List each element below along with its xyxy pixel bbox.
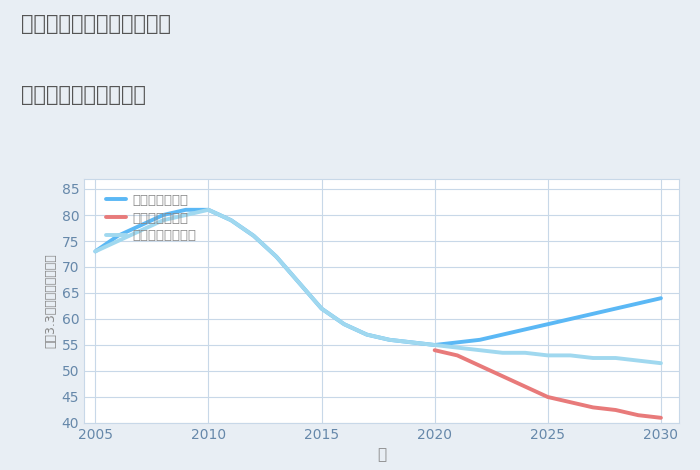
ノーマルシナリオ [521,350,529,356]
ノーマルシナリオ [476,347,484,353]
Line: ノーマルシナリオ: ノーマルシナリオ [95,210,661,363]
バッドシナリオ [634,412,643,418]
Line: グッドシナリオ: グッドシナリオ [95,210,661,345]
バッドシナリオ [453,352,461,358]
グッドシナリオ [430,342,439,348]
ノーマルシナリオ [430,342,439,348]
ノーマルシナリオ [408,340,416,345]
グッドシナリオ [136,223,145,228]
グッドシナリオ [227,218,235,223]
ノーマルシナリオ [204,207,213,212]
バッドシナリオ [430,347,439,353]
グッドシナリオ [408,340,416,345]
バッドシナリオ [521,384,529,390]
グッドシナリオ [295,280,303,285]
ノーマルシナリオ [657,360,665,366]
バッドシナリオ [657,415,665,421]
ノーマルシナリオ [340,321,349,327]
バッドシナリオ [544,394,552,400]
ノーマルシナリオ [295,280,303,285]
グッドシナリオ [159,212,167,218]
Legend: グッドシナリオ, バッドシナリオ, ノーマルシナリオ: グッドシナリオ, バッドシナリオ, ノーマルシナリオ [102,190,201,246]
ノーマルシナリオ [589,355,597,361]
ノーマルシナリオ [249,233,258,239]
Y-axis label: 坪（3.3㎡）単価（万円）: 坪（3.3㎡）単価（万円） [44,253,57,348]
ノーマルシナリオ [136,228,145,234]
グッドシナリオ [476,337,484,343]
グッドシナリオ [385,337,393,343]
ノーマルシナリオ [634,358,643,363]
ノーマルシナリオ [159,218,167,223]
X-axis label: 年: 年 [377,447,386,462]
グッドシナリオ [249,233,258,239]
グッドシナリオ [181,207,190,212]
グッドシナリオ [363,332,371,337]
グッドシナリオ [113,233,122,239]
グッドシナリオ [612,306,620,312]
グッドシナリオ [498,332,507,337]
グッドシナリオ [521,327,529,332]
ノーマルシナリオ [453,345,461,351]
ノーマルシナリオ [272,254,281,259]
Text: 三重県桑名市長島町出口の: 三重県桑名市長島町出口の [21,14,171,34]
ノーマルシナリオ [566,352,575,358]
バッドシナリオ [498,373,507,379]
グッドシナリオ [589,311,597,317]
ノーマルシナリオ [317,306,326,312]
バッドシナリオ [476,363,484,368]
Text: 中古戸建ての価格推移: 中古戸建ての価格推移 [21,85,146,105]
バッドシナリオ [566,400,575,405]
ノーマルシナリオ [181,212,190,218]
バッドシナリオ [612,407,620,413]
ノーマルシナリオ [91,249,99,254]
バッドシナリオ [589,405,597,410]
ノーマルシナリオ [612,355,620,361]
Line: バッドシナリオ: バッドシナリオ [435,350,661,418]
グッドシナリオ [204,207,213,212]
ノーマルシナリオ [544,352,552,358]
グッドシナリオ [453,340,461,345]
グッドシナリオ [91,249,99,254]
ノーマルシナリオ [113,238,122,244]
グッドシナリオ [340,321,349,327]
ノーマルシナリオ [363,332,371,337]
グッドシナリオ [566,316,575,322]
ノーマルシナリオ [385,337,393,343]
グッドシナリオ [634,301,643,306]
グッドシナリオ [272,254,281,259]
ノーマルシナリオ [227,218,235,223]
グッドシナリオ [657,295,665,301]
ノーマルシナリオ [498,350,507,356]
グッドシナリオ [544,321,552,327]
グッドシナリオ [317,306,326,312]
